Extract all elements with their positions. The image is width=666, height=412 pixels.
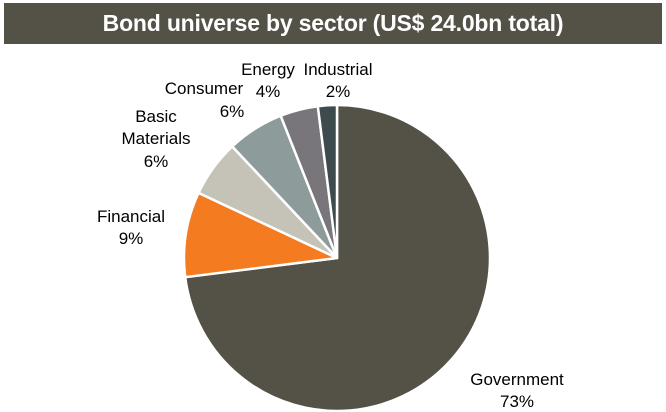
slice-label-basic-materials-line-1: Basic	[135, 107, 177, 126]
chart-title-bar: Bond universe by sector (US$ 24.0bn tota…	[4, 3, 662, 44]
slice-label-basic-materials-line-2: Materials	[122, 129, 191, 148]
slice-label-financial: Financial	[97, 207, 165, 226]
chart-title: Bond universe by sector (US$ 24.0bn tota…	[102, 10, 564, 36]
pie-slice-industrial	[316, 103, 339, 260]
slice-value-consumer: 6%	[220, 102, 245, 121]
slice-value-energy: 4%	[256, 82, 281, 101]
slice-label-energy: Energy	[241, 60, 295, 79]
slice-value-basic-materials: 6%	[144, 152, 169, 171]
slice-value-financial: 9%	[119, 229, 144, 248]
slice-value-industrial: 2%	[326, 82, 351, 101]
slice-value-government: 73%	[500, 392, 534, 411]
slice-label-consumer: Consumer	[165, 79, 244, 98]
pie-slice-financial	[182, 191, 339, 279]
slice-label-industrial: Industrial	[304, 60, 373, 79]
slice-label-government: Government	[470, 370, 564, 389]
